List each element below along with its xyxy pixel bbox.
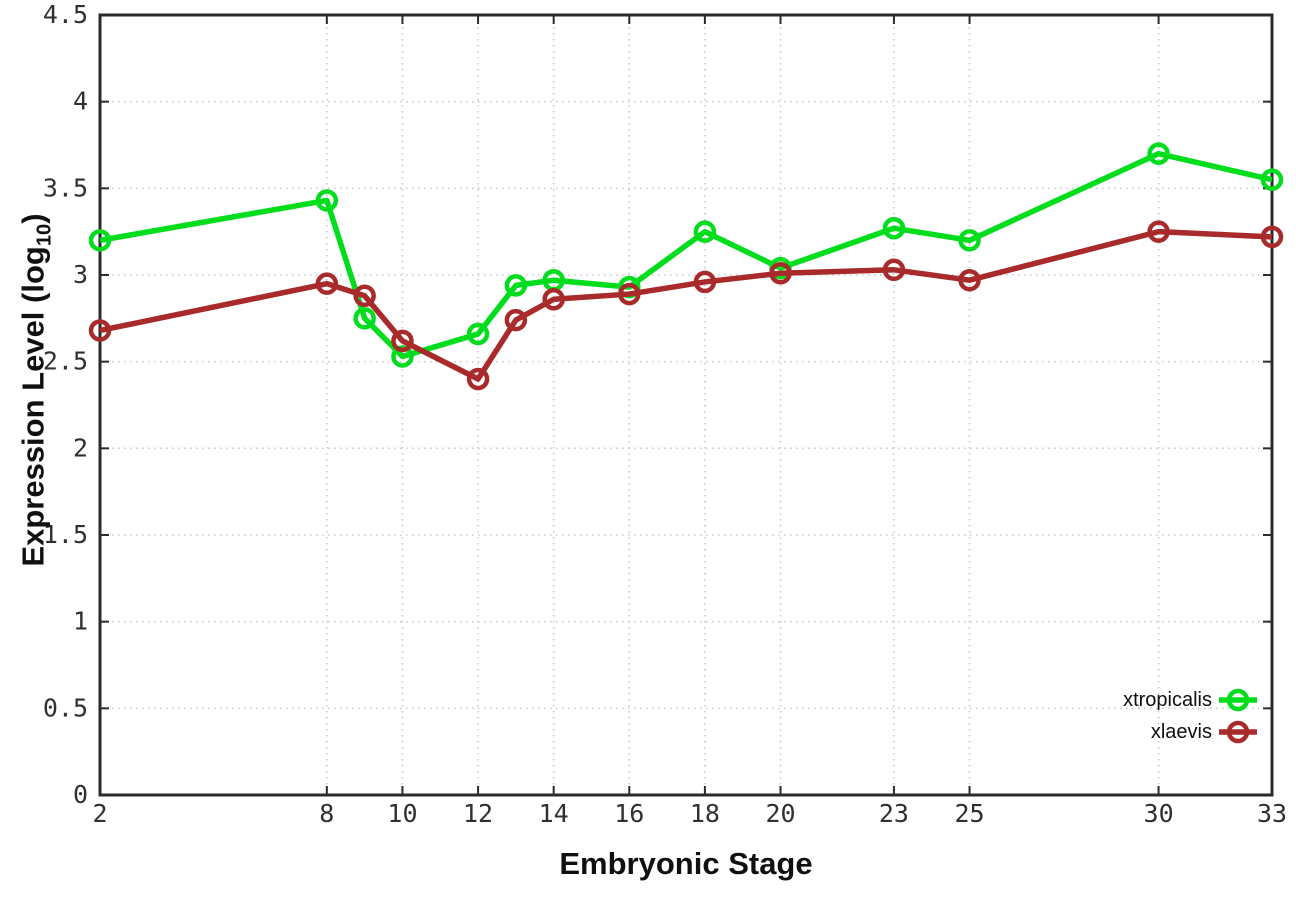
tick-layer [99, 14, 1273, 796]
legend-samples [1219, 688, 1257, 744]
grid-layer [100, 15, 1272, 795]
x-axis-title: Embryonic Stage [559, 846, 813, 881]
data-point-xtropicalis-30 [1147, 142, 1170, 165]
data-point-xlaevis-2 [88, 319, 112, 342]
data-point-xlaevis-18 [693, 270, 717, 294]
x-tick-label-2: 2 [92, 799, 107, 828]
series-line-xtropicalis [99, 150, 1273, 360]
y-tick-label-2: 2 [73, 433, 88, 462]
series-xlaevis [88, 220, 1284, 391]
data-point-xlaevis-13 [504, 308, 528, 332]
legend-label-xlaevis: xlaevis [1150, 721, 1212, 743]
data-point-xtropicalis-13 [504, 274, 528, 297]
x-tick-label-12: 12 [463, 799, 493, 828]
y-tick-label-4.5: 4.5 [43, 0, 88, 29]
y-tick-label-1: 1 [73, 607, 88, 636]
data-point-xtropicalis-8 [315, 189, 339, 212]
data-point-xtropicalis-12 [466, 322, 490, 346]
data-point-xlaevis-12 [466, 367, 490, 391]
y-axis-title-close: ) [15, 213, 51, 224]
data-point-xlaevis-14 [542, 288, 565, 311]
y-tick-label-2.5: 2.5 [43, 347, 88, 376]
data-point-xlaevis-25 [958, 268, 981, 292]
y-tick-label-1.5: 1.5 [43, 520, 88, 549]
data-point-xtropicalis-10 [391, 345, 414, 368]
data-point-xlaevis-33 [1260, 225, 1284, 249]
legend-label-xtropicalis: xtropicalis [1123, 689, 1212, 711]
tick-label-layer: 2 8 10 12 14 16 18 20 23 25 30 33 0 0.5 1 1.5 2 2.5 3 3.5 4 4… [43, 0, 1287, 828]
y-tick-label-0.5: 0.5 [43, 693, 88, 722]
series-xtropicalis [88, 142, 1284, 368]
data-point-xlaevis-10 [391, 329, 414, 353]
x-tick-label-25: 25 [954, 799, 984, 828]
data-point-xlaevis-23 [882, 258, 906, 282]
legend-sample-xtropicalis [1219, 688, 1257, 712]
series-line-xlaevis [99, 228, 1273, 382]
plot-border [98, 13, 1274, 797]
x-tick-label-10: 10 [387, 799, 417, 828]
data-point-xlaevis-9 [353, 284, 376, 308]
x-tick-label-18: 18 [690, 799, 720, 828]
y-axis-title: Expression Level (log10) [15, 213, 56, 566]
y-tick-label-4: 4 [73, 87, 88, 116]
y-tick-label-0: 0 [73, 780, 88, 809]
legend-marker-xtropicalis [1226, 688, 1250, 712]
data-point-xlaevis-20 [769, 262, 792, 285]
data-point-xtropicalis-18 [693, 220, 717, 243]
x-tick-label-16: 16 [614, 799, 644, 828]
data-point-xtropicalis-9 [353, 307, 376, 330]
legend-marker-xlaevis [1226, 720, 1250, 744]
data-point-xlaevis-16 [618, 282, 641, 306]
x-tick-label-33: 33 [1257, 799, 1287, 828]
data-point-xtropicalis-25 [958, 229, 981, 252]
y-axis-title-subscript: 10 [33, 223, 56, 247]
x-tick-label-30: 30 [1144, 799, 1174, 828]
data-point-xtropicalis-2 [88, 229, 112, 252]
data-point-xtropicalis-23 [882, 216, 906, 240]
x-tick-label-23: 23 [879, 799, 909, 828]
data-point-xlaevis-30 [1147, 220, 1170, 243]
data-point-xtropicalis-33 [1260, 168, 1284, 191]
x-tick-label-20: 20 [765, 799, 795, 828]
y-axis-title-text: Expression Level (log [15, 246, 51, 567]
data-point-xlaevis-8 [315, 272, 339, 295]
y-tick-label-3.5: 3.5 [43, 173, 88, 202]
x-tick-label-14: 14 [539, 799, 569, 828]
legend-sample-xlaevis [1219, 720, 1257, 744]
y-tick-label-3: 3 [73, 260, 88, 289]
x-tick-label-8: 8 [319, 799, 334, 828]
